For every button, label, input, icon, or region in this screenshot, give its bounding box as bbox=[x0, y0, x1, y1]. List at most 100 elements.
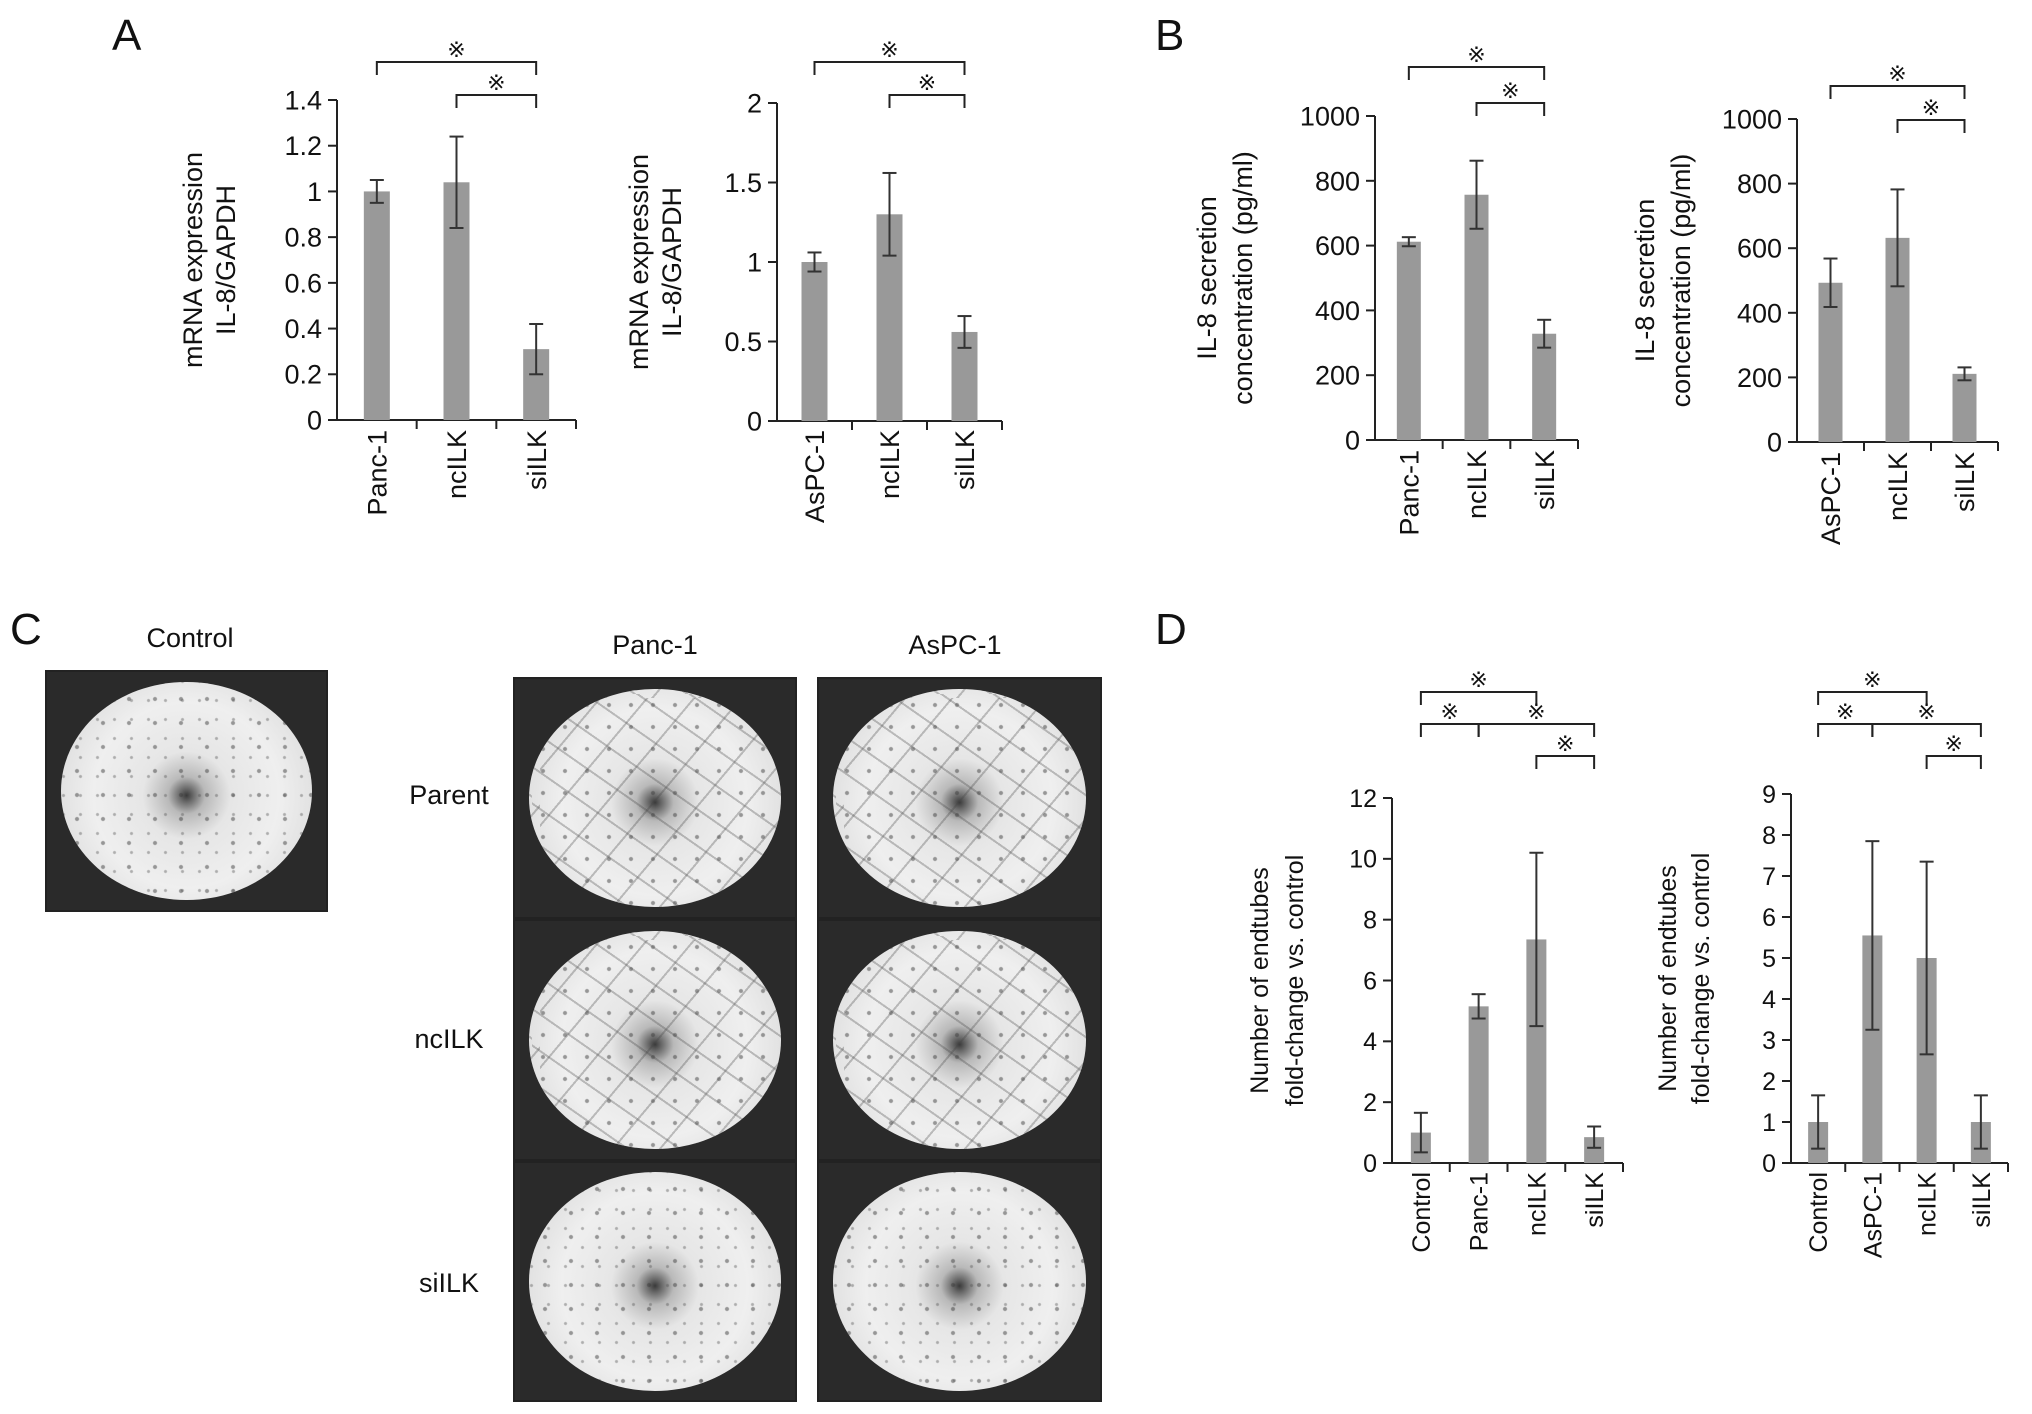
x-category-label: siILK bbox=[950, 430, 980, 490]
y-tick-label: 1000 bbox=[1722, 104, 1782, 134]
bar bbox=[1396, 241, 1421, 440]
control-micrograph bbox=[45, 670, 328, 912]
y-tick-label: 1.2 bbox=[284, 131, 322, 161]
significance-marker: ※ bbox=[1917, 699, 1935, 724]
chart-4: 0 200 400 600 800 1000 AsPC-1 ncILK siILK IL-8 se… bbox=[1630, 61, 1999, 545]
panc1-column-label: Panc-1 bbox=[612, 630, 698, 660]
x-category-label: ncILK bbox=[875, 430, 905, 499]
significance-bracket bbox=[1817, 691, 1928, 705]
micrograph-aspc1-ncilk bbox=[817, 919, 1102, 1161]
y-tick-label: 6 bbox=[1363, 967, 1377, 995]
y-tick-label: 1 bbox=[1762, 1109, 1776, 1137]
x-category-label: AsPC-1 bbox=[800, 430, 830, 523]
y-tick-label: 0 bbox=[307, 405, 322, 435]
significance-bracket bbox=[888, 94, 966, 108]
panel-letter-b: B bbox=[1155, 11, 1185, 60]
x-category-label: siILK bbox=[1968, 1172, 1996, 1228]
aspc1-column-label: AsPC-1 bbox=[908, 630, 1002, 660]
y-tick-label: 6 bbox=[1762, 904, 1776, 932]
y-tick-label: 0.5 bbox=[724, 327, 762, 357]
significance-bracket bbox=[1871, 723, 1982, 737]
significance-marker: ※ bbox=[1469, 667, 1487, 692]
y-tick-label: 1.5 bbox=[724, 168, 762, 198]
y-axis-title: concentration (pg/ml) bbox=[1228, 151, 1258, 405]
significance-bracket bbox=[375, 61, 538, 75]
significance-marker: ※ bbox=[1556, 731, 1574, 756]
y-tick-label: 0 bbox=[1762, 1150, 1776, 1178]
x-category-label: Panc-1 bbox=[1466, 1172, 1494, 1251]
row-label-silk: siILK bbox=[418, 1268, 480, 1298]
panel-letter-d: D bbox=[1155, 605, 1187, 654]
y-tick-label: 0.6 bbox=[284, 268, 322, 298]
significance-bracket bbox=[1477, 723, 1596, 737]
y-axis-title: IL-8 secretion bbox=[1192, 196, 1222, 360]
significance-marker: ※ bbox=[1888, 61, 1906, 86]
y-tick-label: 0 bbox=[1345, 425, 1360, 455]
x-category-label: Panc-1 bbox=[1395, 450, 1425, 536]
y-tick-label: 8 bbox=[1762, 822, 1776, 850]
x-category-label: ncILK bbox=[1462, 450, 1492, 519]
bar bbox=[1584, 1137, 1605, 1163]
y-tick-label: 400 bbox=[1737, 298, 1782, 328]
chart-2: 0 0.5 1 1.5 2 AsPC-1 ncILK siILK mRNA expression… bbox=[624, 37, 1003, 523]
y-tick-label: 800 bbox=[1315, 166, 1360, 196]
y-tick-label: 0.8 bbox=[284, 223, 322, 253]
y-tick-label: 1.4 bbox=[284, 85, 322, 115]
y-axis-title: IL-8/GAPDH bbox=[211, 185, 241, 335]
y-tick-label: 200 bbox=[1315, 361, 1360, 391]
x-category-label: AsPC-1 bbox=[1859, 1172, 1887, 1258]
micrograph-aspc1-parent bbox=[817, 677, 1102, 919]
significance-marker: ※ bbox=[1863, 667, 1881, 692]
y-tick-label: 0 bbox=[1767, 427, 1782, 457]
significance-marker: ※ bbox=[1501, 78, 1519, 103]
y-tick-label: 12 bbox=[1349, 785, 1377, 813]
x-category-label: siILK bbox=[1530, 450, 1560, 510]
significance-bracket bbox=[1535, 755, 1596, 769]
micrograph-panc1-silk bbox=[513, 1161, 797, 1402]
y-tick-label: 400 bbox=[1315, 296, 1360, 326]
micrograph-panc1-parent bbox=[513, 677, 797, 919]
y-tick-label: 600 bbox=[1315, 231, 1360, 261]
significance-bracket bbox=[1896, 119, 1966, 133]
bar bbox=[1952, 373, 1977, 442]
y-tick-label: 2 bbox=[747, 88, 762, 118]
significance-marker: ※ bbox=[1441, 699, 1459, 724]
panel-letter-c: C bbox=[10, 605, 42, 654]
bar bbox=[1532, 333, 1557, 440]
y-axis-title: concentration (pg/ml) bbox=[1666, 154, 1696, 408]
y-axis-title: Number of endtubes bbox=[1246, 867, 1274, 1094]
significance-marker: ※ bbox=[1527, 699, 1545, 724]
y-tick-label: 10 bbox=[1349, 846, 1377, 874]
significance-bracket bbox=[1475, 102, 1546, 116]
y-tick-label: 200 bbox=[1737, 363, 1782, 393]
significance-bracket bbox=[1419, 691, 1538, 705]
x-category-label: Control bbox=[1408, 1172, 1436, 1253]
x-category-label: ncILK bbox=[1883, 452, 1913, 521]
y-axis-title: fold-change vs. control bbox=[1687, 853, 1715, 1105]
y-tick-label: 0 bbox=[1363, 1150, 1377, 1178]
significance-marker: ※ bbox=[1836, 699, 1854, 724]
y-tick-label: 0.2 bbox=[284, 360, 322, 390]
y-axis-title: mRNA expression bbox=[178, 152, 208, 368]
significance-marker: ※ bbox=[1945, 731, 1963, 756]
x-category-label: AsPC-1 bbox=[1816, 452, 1846, 545]
significance-marker: ※ bbox=[880, 37, 898, 62]
significance-bracket bbox=[1829, 85, 1966, 99]
bar bbox=[1526, 939, 1547, 1163]
y-axis-title: mRNA expression bbox=[624, 154, 654, 370]
significance-bracket bbox=[1925, 755, 1982, 769]
y-axis-title: fold-change vs. control bbox=[1281, 855, 1309, 1107]
significance-bracket bbox=[1407, 66, 1546, 80]
control-image-label: Control bbox=[146, 623, 234, 653]
bar bbox=[801, 262, 828, 421]
x-category-label: ncILK bbox=[442, 430, 472, 499]
micrograph-panc1-ncilk bbox=[513, 919, 797, 1161]
chart-6: 0 1 2 3 4 5 6 7 8 9 Control AsPC-1 ncILK siILK Number … bbox=[1654, 667, 2009, 1258]
significance-marker: ※ bbox=[918, 70, 936, 95]
y-axis-title: Number of endtubes bbox=[1654, 865, 1682, 1092]
x-category-label: Control bbox=[1805, 1172, 1833, 1253]
y-tick-label: 1000 bbox=[1300, 101, 1360, 131]
y-tick-label: 600 bbox=[1737, 234, 1782, 264]
x-category-label: siILK bbox=[1581, 1172, 1609, 1228]
